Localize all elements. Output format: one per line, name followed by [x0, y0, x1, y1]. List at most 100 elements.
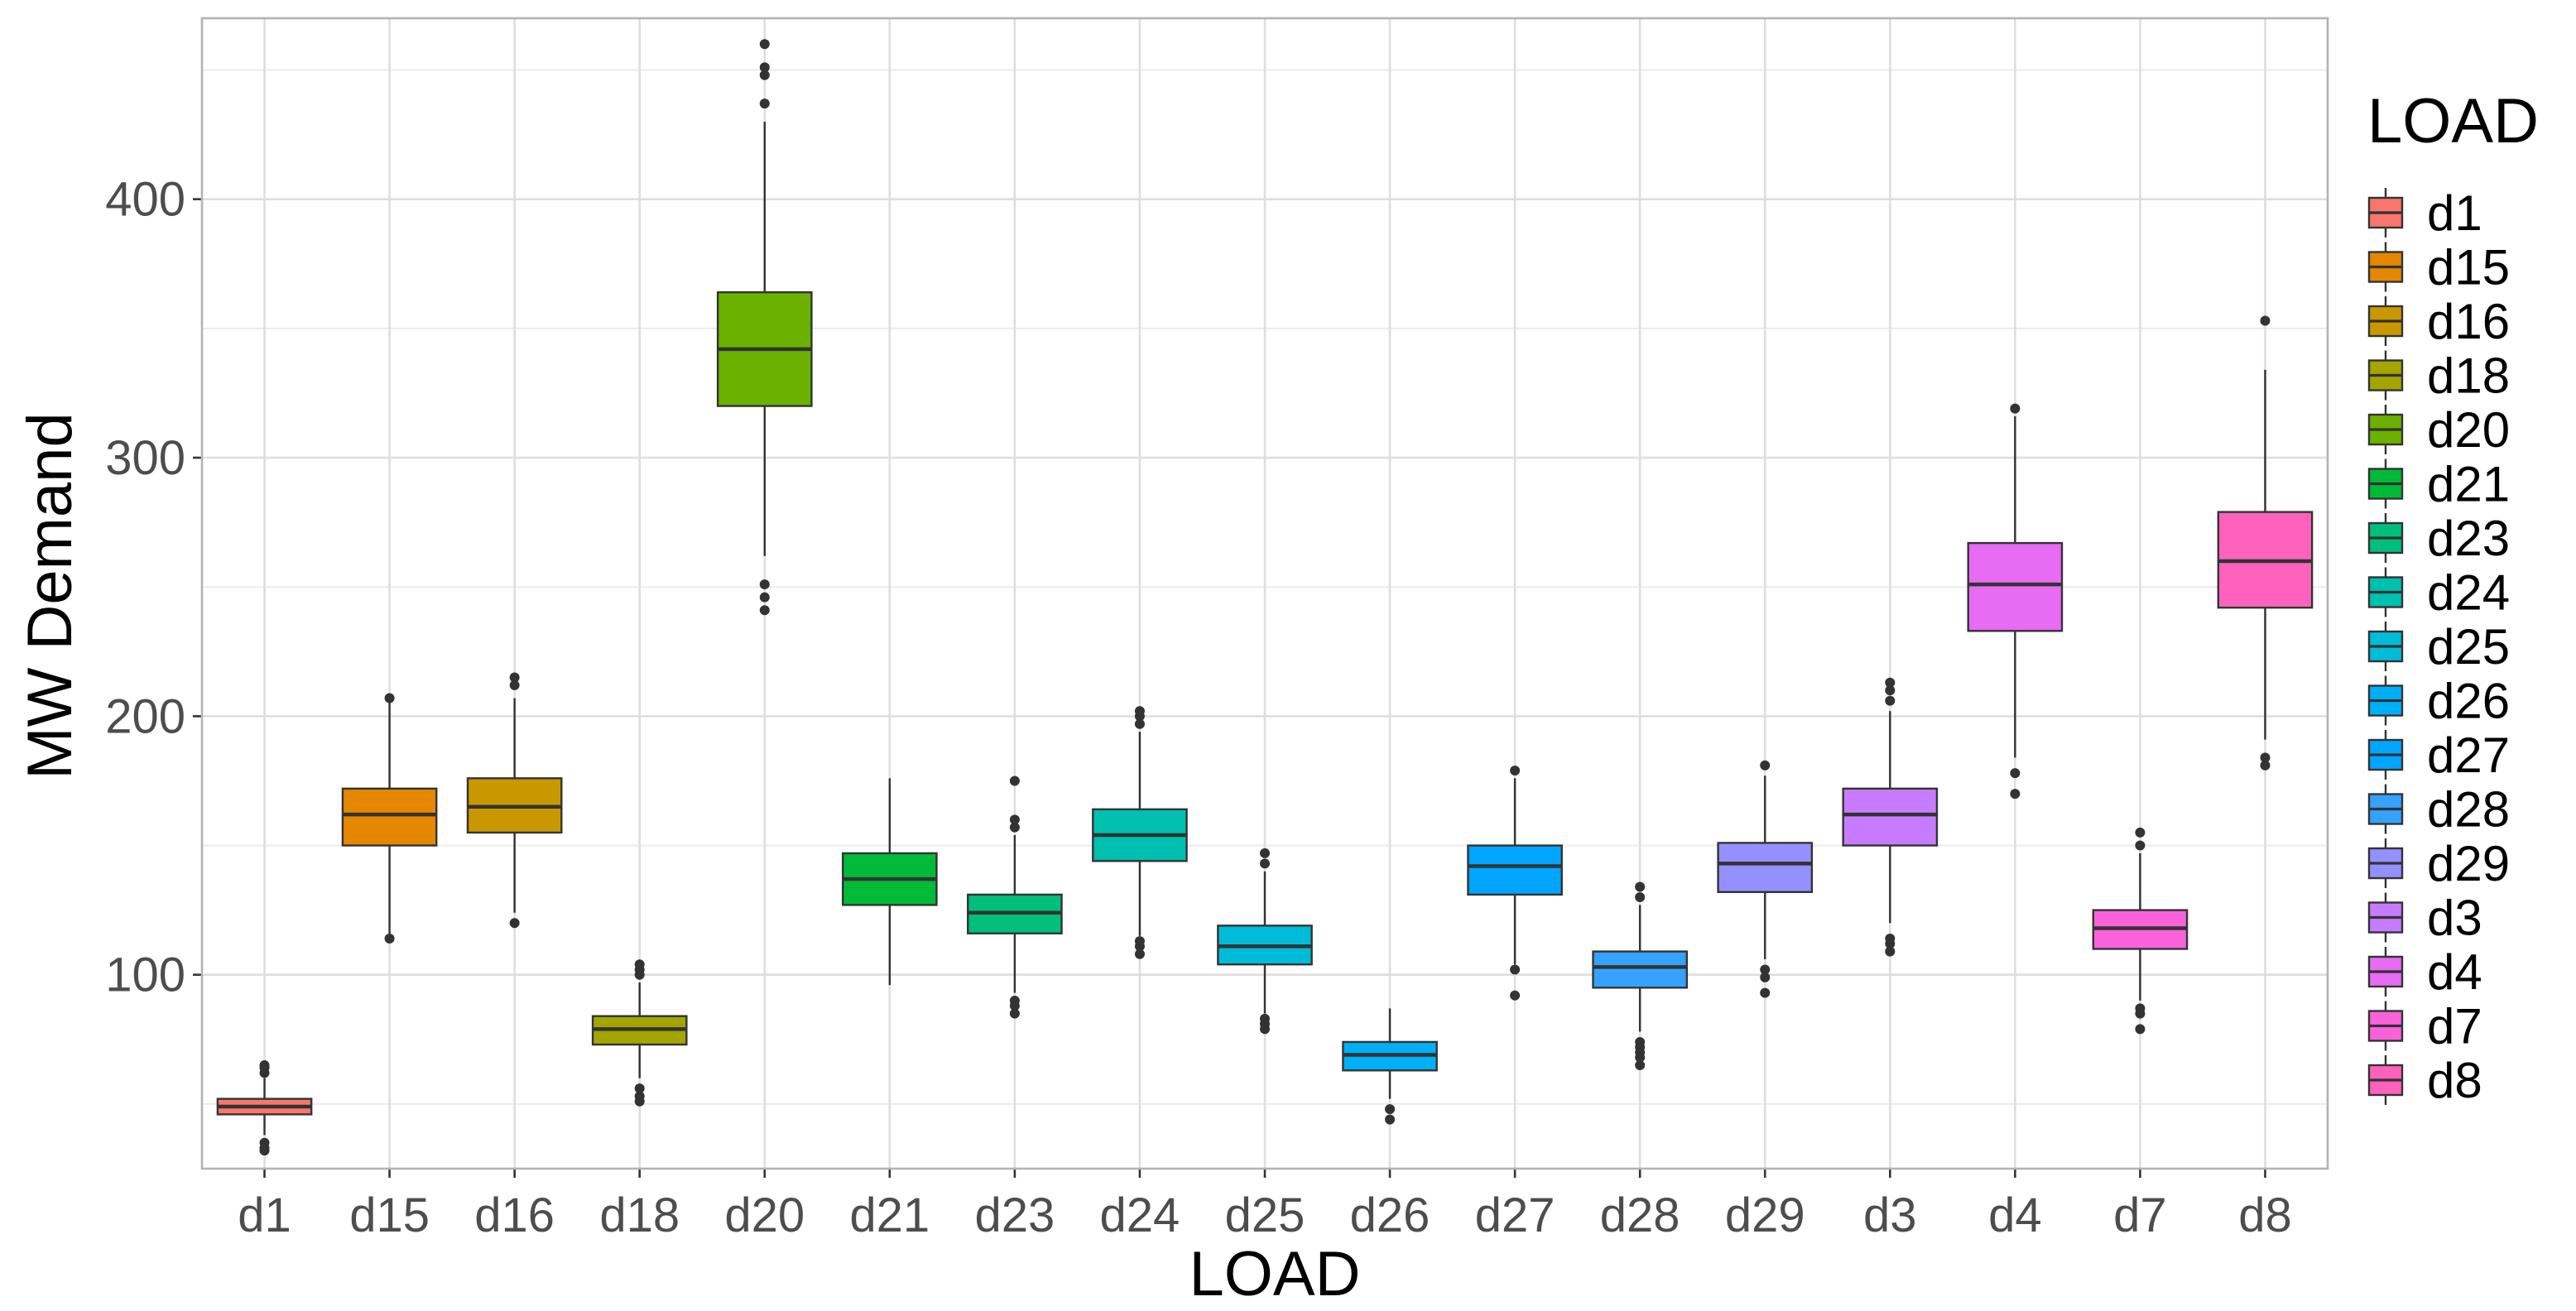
outlier-point	[2135, 1024, 2146, 1035]
outlier-point	[1134, 706, 1145, 717]
legend-label: d29	[2427, 836, 2510, 891]
box-d28	[1592, 881, 1689, 1071]
legend-item-d29: d29	[2367, 836, 2510, 891]
outlier-point	[1635, 1060, 1646, 1071]
legend-label: d25	[2427, 619, 2510, 675]
legend-item-d27: d27	[2367, 728, 2510, 783]
x-tick-label: d16	[474, 1189, 555, 1242]
legend-item-d23: d23	[2367, 511, 2510, 566]
box-d1	[216, 1060, 313, 1156]
legend-label: d23	[2427, 511, 2510, 566]
legend-label: d7	[2427, 999, 2482, 1054]
box-d26	[1342, 1008, 1438, 1125]
legend-label: d20	[2427, 402, 2510, 458]
outlier-point	[1760, 987, 1771, 998]
x-tick-label: d1	[238, 1189, 291, 1242]
outlier-point	[759, 579, 770, 590]
legend-item-d3: d3	[2367, 891, 2482, 946]
outlier-point	[634, 1091, 645, 1102]
box-body	[1717, 842, 1814, 893]
outlier-point	[1760, 964, 1771, 975]
outlier-point	[634, 959, 645, 970]
legend-label: d18	[2427, 348, 2510, 404]
outlier-point	[384, 934, 395, 944]
legend-item-d1: d1	[2367, 185, 2482, 241]
legend: LOAD d1d15d16d18d20d21d23d24d25d26d27d28…	[2367, 86, 2539, 1108]
box-body	[1592, 950, 1689, 989]
y-tick-label: 400	[105, 173, 185, 227]
outlier-point	[509, 680, 520, 690]
legend-label: d8	[2427, 1053, 2482, 1108]
outlier-point	[2135, 1003, 2146, 1014]
box-d27	[1467, 765, 1563, 1001]
outlier-point	[2260, 760, 2271, 771]
x-axis: d1 d15 d16 d18 d20 d21 d23 d24 d25 d26 d27 d28 d29 d3…	[238, 1169, 2292, 1242]
x-tick-label: d3	[1863, 1189, 1917, 1242]
legend-item-d16: d16	[2367, 294, 2510, 349]
x-tick-label: d18	[599, 1189, 680, 1242]
legend-label: d28	[2427, 782, 2510, 838]
box-d4	[1967, 403, 2064, 800]
y-axis-title: MW Demand	[15, 412, 85, 779]
legend-item-d18: d18	[2367, 348, 2510, 404]
outlier-point	[634, 1083, 645, 1094]
outlier-point	[259, 1060, 270, 1071]
outlier-point	[759, 62, 770, 73]
x-tick-label: d26	[1350, 1189, 1430, 1242]
outlier-point	[1885, 934, 1896, 944]
outlier-point	[1635, 1036, 1646, 1047]
legend-item-d24: d24	[2367, 565, 2510, 621]
outlier-point	[384, 693, 395, 704]
outlier-point	[509, 672, 520, 683]
outlier-point	[1134, 948, 1145, 959]
outlier-point	[1009, 776, 1020, 786]
outlier-point	[759, 39, 770, 50]
outlier-point	[2135, 827, 2146, 838]
y-tick-label: 100	[105, 948, 185, 1002]
legend-label: d1	[2427, 185, 2482, 241]
legend-item-d28: d28	[2367, 782, 2510, 838]
box-d16	[466, 672, 563, 929]
outlier-point	[1510, 765, 1521, 776]
legend-label: d3	[2427, 891, 2482, 946]
outlier-point	[759, 605, 770, 616]
x-tick-label: d24	[1100, 1189, 1180, 1242]
x-tick-label: d28	[1600, 1189, 1680, 1242]
outlier-point	[1385, 1114, 1396, 1125]
legend-item-d26: d26	[2367, 674, 2510, 729]
legend-label: d21	[2427, 457, 2510, 512]
x-tick-label: d4	[1988, 1189, 2042, 1242]
outlier-point	[1510, 990, 1521, 1001]
box-body	[1467, 844, 1563, 896]
outlier-point	[1510, 964, 1521, 975]
box-d15	[341, 693, 438, 944]
box-d29	[1717, 760, 1814, 998]
legend-label: d26	[2427, 674, 2510, 729]
legend-item-d4: d4	[2367, 944, 2482, 1000]
outlier-point	[2010, 403, 2021, 414]
legend-item-d21: d21	[2367, 457, 2510, 512]
outlier-point	[259, 1137, 270, 1148]
x-tick-label: d23	[974, 1189, 1055, 1242]
outlier-point	[1760, 972, 1771, 982]
legend-item-d25: d25	[2367, 619, 2510, 675]
legend-title: LOAD	[2367, 86, 2539, 156]
legend-item-d15: d15	[2367, 240, 2510, 295]
legend-label: d24	[2427, 565, 2510, 621]
y-axis: 100 200 300 400	[105, 173, 202, 1002]
box-d25	[1217, 848, 1313, 1035]
outlier-point	[2135, 840, 2146, 851]
y-tick-label: 200	[105, 689, 185, 743]
box-d20	[716, 39, 813, 616]
outlier-point	[509, 918, 520, 929]
box-d3	[1842, 677, 1939, 957]
outlier-point	[1885, 685, 1896, 696]
outlier-point	[1009, 814, 1020, 825]
x-tick-label: d8	[2238, 1189, 2292, 1242]
box-body	[341, 787, 438, 847]
x-tick-label: d29	[1725, 1189, 1805, 1242]
outlier-point	[1760, 760, 1771, 771]
box-d18	[591, 959, 688, 1107]
outlier-point	[1885, 946, 1896, 957]
